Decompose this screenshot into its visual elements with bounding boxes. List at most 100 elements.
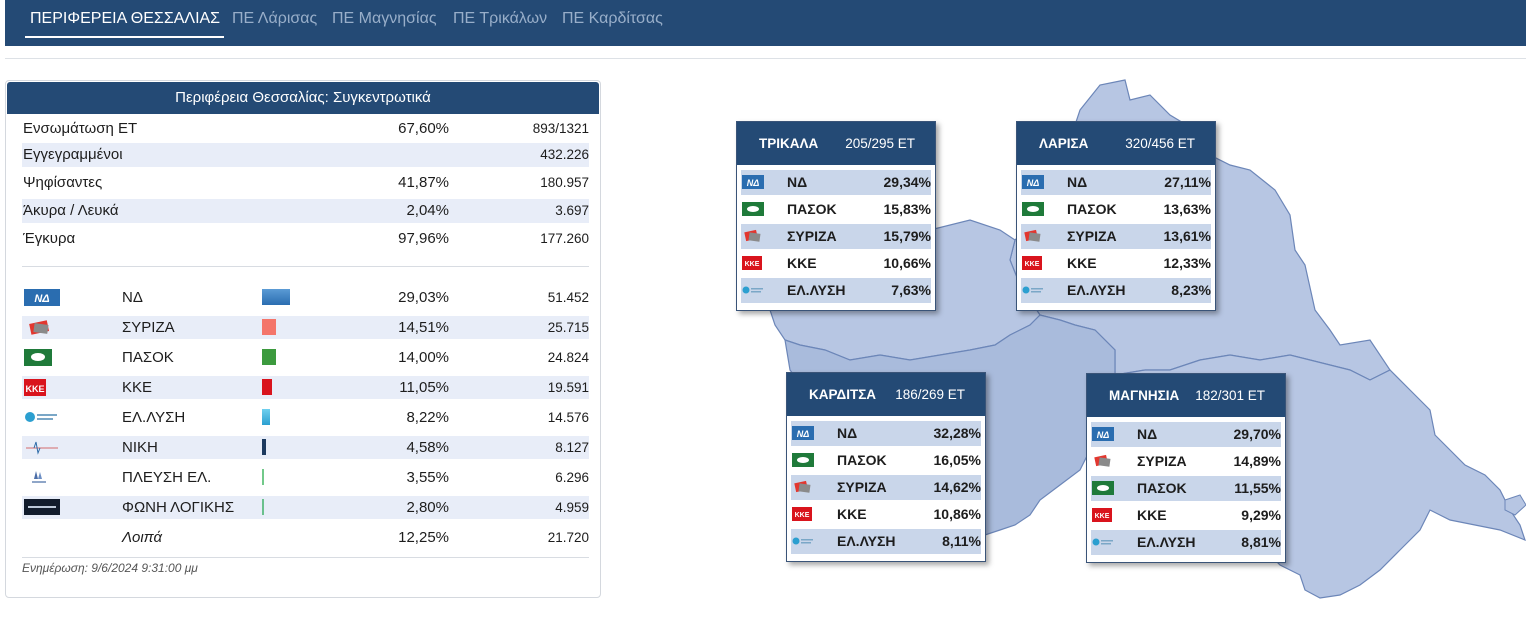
syriza-logo: [1094, 454, 1111, 467]
party-name: ΝΔ: [1137, 426, 1158, 442]
niki-logo: [26, 441, 58, 455]
tab-pe-magnisias[interactable]: ΠΕ Μαγνησίας: [332, 10, 437, 27]
party-name: ΝΔ: [787, 174, 808, 190]
tab-pe-larisas[interactable]: ΠΕ Λάρισας: [232, 10, 318, 27]
party-row-nd: ΝΔ ΝΔ 29,03% 51.452: [22, 286, 589, 309]
svg-text:ΚΚΕ: ΚΚΕ: [745, 261, 760, 268]
region-name: ΜΑΓΝΗΣΙΑ: [1109, 388, 1180, 403]
stat-percent: 67,60%: [398, 120, 449, 137]
party-row-syriza: ΣΥΡΙΖΑ 14,51% 25.715: [22, 316, 589, 339]
region-et-count: 320/456 ΕΤ: [1125, 136, 1195, 151]
region-party-row: ΕΛ.ΛΥΣΗ 8,81%: [1091, 530, 1281, 555]
last-updated: Ενημέρωση: 9/6/2024 9:31:00 μμ: [22, 561, 198, 575]
party-percent: 14,51%: [398, 319, 449, 336]
kke-logo: ΚΚΕ: [742, 256, 762, 270]
syriza-logo: [29, 320, 50, 335]
svg-text:ΝΔ: ΝΔ: [34, 293, 49, 305]
party-share-bar: [262, 409, 270, 425]
svg-text:ΚΚΕ: ΚΚΕ: [1025, 261, 1040, 268]
ellisi-logo: [25, 412, 57, 422]
party-row-plefsi: ΠΛΕΥΣΗ ΕΛ. 3,55% 6.296: [22, 466, 589, 489]
pasok-logo: [792, 453, 814, 467]
party-name: ΠΑΣΟΚ: [1137, 480, 1187, 496]
party-percent: 16,05%: [933, 452, 981, 468]
nd-logo: ΝΔ: [792, 426, 814, 440]
party-percent: 14,62%: [933, 479, 981, 495]
pasok-logo: [1022, 202, 1044, 216]
party-name: ΠΑΣΟΚ: [1067, 201, 1117, 217]
party-row-ellisi: ΕΛ.ΛΥΣΗ 8,22% 14.576: [22, 406, 589, 429]
party-name: ΕΛ.ΛΥΣΗ: [1137, 534, 1196, 550]
stat-count: 3.697: [555, 203, 589, 218]
party-share-bar: [262, 469, 264, 485]
party-percent: 11,55%: [1234, 480, 1281, 496]
party-votes: 6.296: [555, 470, 589, 485]
party-percent: 29,03%: [398, 289, 449, 306]
region-party-row: ΠΑΣΟΚ 13,63%: [1021, 197, 1211, 222]
party-percent: 12,25%: [398, 529, 449, 546]
party-percent: 8,81%: [1241, 534, 1281, 550]
party-percent: 15,83%: [883, 201, 931, 217]
kke-logo: ΚΚΕ: [24, 379, 46, 396]
party-share-bar: [262, 319, 276, 335]
party-share-bar: [262, 499, 264, 515]
region-card-karditsa[interactable]: ΚΑΡΔΙΤΣΑ 186/269 ΕΤ ΝΔ ΝΔ 32,28% ΠΑΣΟΚ 1…: [786, 372, 986, 562]
nav-divider: [5, 58, 1526, 59]
party-name: ΕΛ.ΛΥΣΗ: [122, 409, 186, 426]
region-party-row: ΣΥΡΙΖΑ 14,62%: [791, 475, 981, 500]
region-name: ΤΡΙΚΑΛΑ: [759, 136, 819, 151]
party-name: ΕΛ.ΛΥΣΗ: [1067, 282, 1126, 298]
region-party-row: ΣΥΡΙΖΑ 13,61%: [1021, 224, 1211, 249]
svg-text:ΝΔ: ΝΔ: [797, 429, 810, 439]
party-share-bar: [262, 379, 272, 395]
party-name: ΣΥΡΙΖΑ: [1067, 228, 1117, 244]
tab-perifereia-thessalias[interactable]: ΠΕΡΙΦΕΡΕΙΑ ΘΕΣΣΑΛΙΑΣ: [30, 10, 221, 27]
tab-pe-trikalon[interactable]: ΠΕ Τρικάλων: [453, 10, 548, 27]
region-card-larisa[interactable]: ΛΑΡΙΣΑ 320/456 ΕΤ ΝΔ ΝΔ 27,11% ΠΑΣΟΚ 13,…: [1016, 121, 1216, 311]
party-percent: 9,29%: [1241, 507, 1281, 523]
region-party-row: ΚΚΕ ΚΚΕ 10,66%: [741, 251, 931, 276]
party-share-bar: [262, 349, 276, 365]
syriza-logo: [794, 480, 811, 493]
region-et-count: 182/301 ΕΤ: [1195, 388, 1265, 403]
kke-logo: ΚΚΕ: [1022, 256, 1042, 270]
summary-panel-title: Περιφέρεια Θεσσαλίας: Συγκεντρωτικά: [7, 82, 599, 114]
party-percent: 13,61%: [1163, 228, 1211, 244]
party-votes: 25.715: [547, 320, 589, 335]
region-party-row: ΚΚΕ ΚΚΕ 9,29%: [1091, 503, 1281, 528]
svg-text:ΝΔ: ΝΔ: [747, 178, 760, 188]
party-votes: 4.959: [555, 500, 589, 515]
syriza-logo: [744, 229, 761, 242]
party-name: ΕΛ.ΛΥΣΗ: [837, 533, 896, 549]
region-party-row: ΠΑΣΟΚ 11,55%: [1091, 476, 1281, 501]
plefsi-logo: [32, 471, 46, 483]
party-row-others: Λοιπά 12,25% 21.720: [22, 526, 589, 549]
party-name: ΠΑΣΟΚ: [787, 201, 837, 217]
syriza-logo: [1024, 229, 1041, 242]
party-name: ΚΚΕ: [122, 379, 153, 396]
region-name: ΛΑΡΙΣΑ: [1039, 136, 1089, 151]
stat-label: Έγκυρα: [23, 230, 76, 247]
region-party-row: ΠΑΣΟΚ 16,05%: [791, 448, 981, 473]
region-card-trikala[interactable]: ΤΡΙΚΑΛΑ 205/295 ΕΤ ΝΔ ΝΔ 29,34% ΠΑΣΟΚ 15…: [736, 121, 936, 311]
stat-label: Εγγεγραμμένοι: [23, 146, 123, 163]
party-votes: 21.720: [547, 530, 589, 545]
svg-text:ΝΔ: ΝΔ: [1027, 178, 1040, 188]
tab-pe-karditsas[interactable]: ΠΕ Καρδίτσας: [562, 10, 663, 27]
region-card-magnisia[interactable]: ΜΑΓΝΗΣΙΑ 182/301 ΕΤ ΝΔ ΝΔ 29,70% ΣΥΡΙΖΑ …: [1086, 373, 1286, 563]
active-tab-indicator: [25, 36, 224, 38]
party-percent: 3,55%: [406, 469, 449, 486]
foni-logo: [24, 499, 60, 515]
stat-count: 177.260: [540, 231, 589, 246]
party-percent: 13,63%: [1163, 201, 1211, 217]
stat-percent: 2,04%: [406, 202, 449, 219]
stat-percent: 41,87%: [398, 174, 449, 191]
pasok-logo: [742, 202, 764, 216]
party-percent: 4,58%: [406, 439, 449, 456]
stat-count: 180.957: [540, 175, 589, 190]
region-party-row: ΝΔ ΝΔ 29,70%: [1091, 422, 1281, 447]
ellisi-logo: [792, 537, 813, 545]
party-name: ΝΔ: [122, 289, 143, 306]
stat-row-voted: Ψηφίσαντες 41,87% 180.957: [22, 171, 589, 195]
nd-logo: ΝΔ: [1022, 175, 1044, 189]
